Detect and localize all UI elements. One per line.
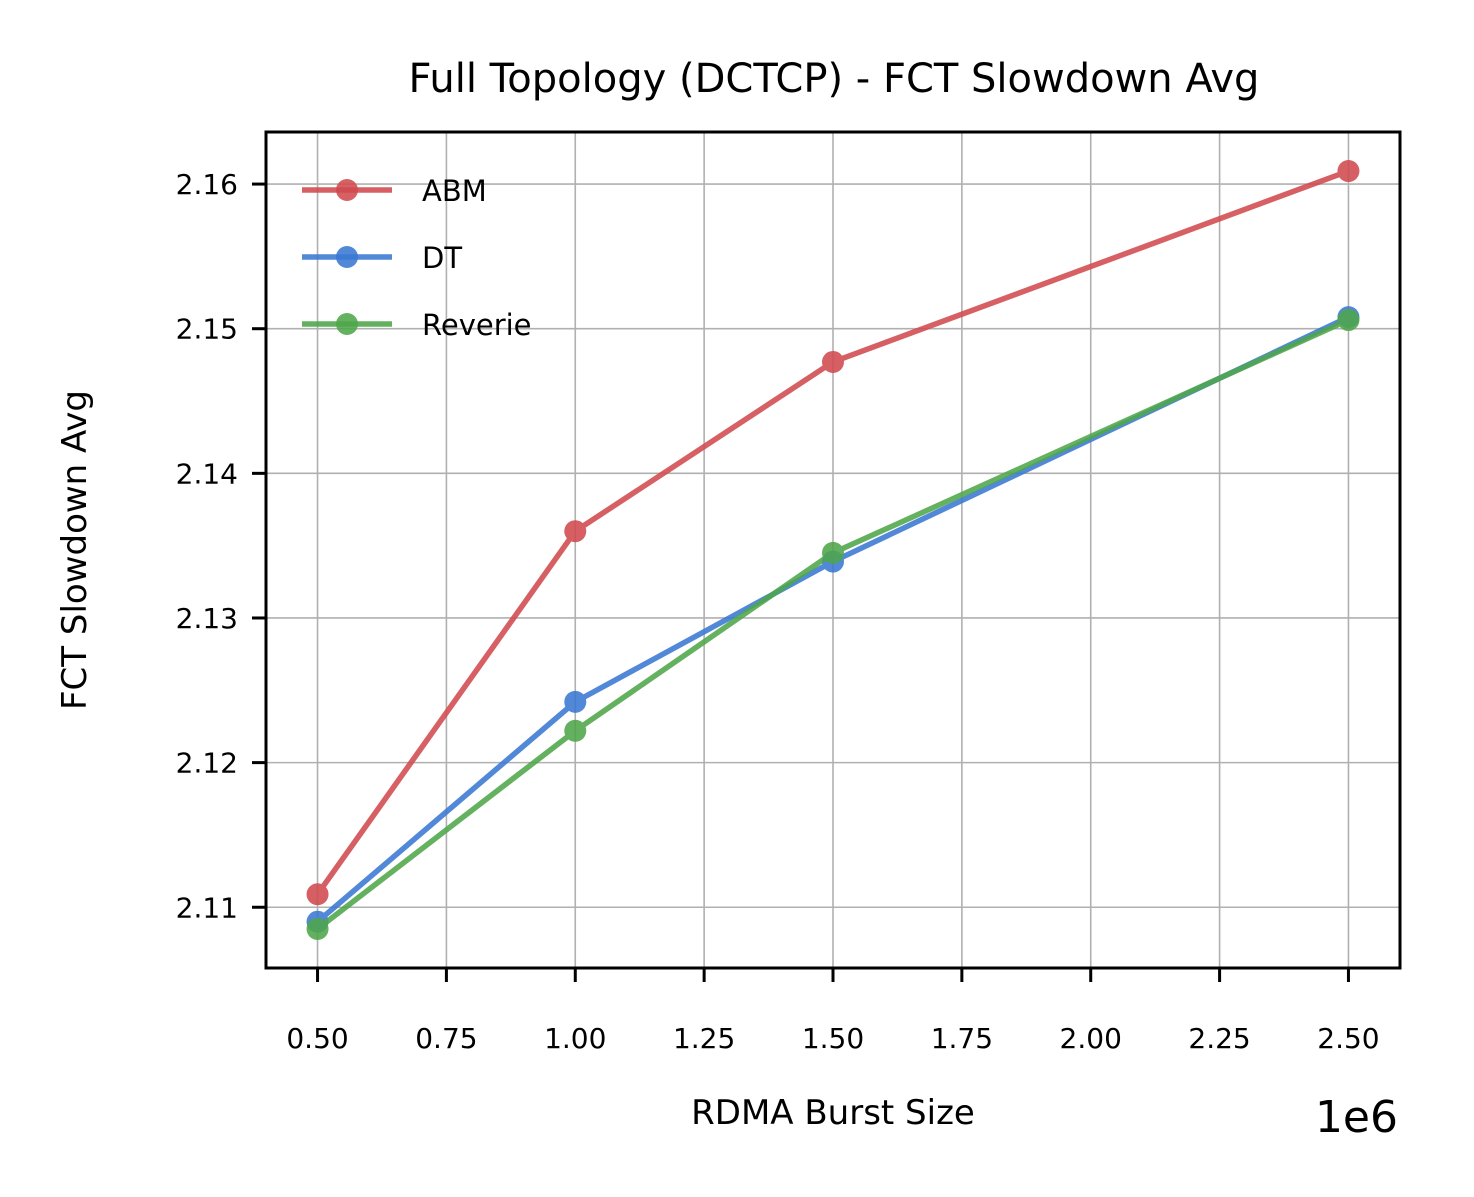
- data-point-reverie: [822, 541, 844, 564]
- x-axis-offset-label: 1e6: [1315, 1092, 1398, 1143]
- data-point-reverie: [564, 719, 587, 742]
- legend-label-reverie: Reverie: [422, 308, 532, 342]
- legend-label-abm: ABM: [422, 174, 487, 208]
- data-point-abm: [306, 883, 329, 906]
- y-axis: 2.11 2.12 2.13 2.14 2.15 2.16: [176, 168, 266, 924]
- data-point-dt: [564, 690, 587, 713]
- legend-label-dt: DT: [422, 241, 462, 275]
- data-point-reverie: [1337, 309, 1360, 332]
- y-tick-label: 2.14: [176, 457, 238, 490]
- series-line-reverie: [315, 317, 1350, 932]
- x-tick-label: 2.25: [1188, 1022, 1250, 1055]
- legend-entry-dt: DT: [302, 241, 462, 275]
- x-axis-label: RDMA Burst Size: [691, 1093, 975, 1133]
- y-tick-label: 2.15: [176, 313, 238, 346]
- data-point-abm: [1337, 160, 1360, 183]
- x-axis: 0.50 0.75 1.00 1.25 1.50 1.75 2.00 2.25 2.50: [286, 968, 1380, 1055]
- legend-entry-reverie: Reverie: [302, 308, 532, 342]
- series-group: [306, 160, 1360, 940]
- x-tick-label: 1.50: [802, 1022, 864, 1055]
- chart-title: Full Topology (DCTCP) - FCT Slowdown Avg: [409, 56, 1260, 102]
- x-tick-label: 1.75: [931, 1022, 993, 1055]
- y-tick-label: 2.13: [176, 602, 238, 635]
- x-tick-label: 0.75: [415, 1022, 477, 1055]
- legend-marker-dt: [336, 246, 358, 268]
- data-point-abm: [564, 520, 587, 543]
- series-reverie: [306, 309, 1360, 940]
- legend: ABM DT Reverie: [302, 174, 532, 342]
- data-point-reverie: [306, 917, 329, 940]
- legend-marker-reverie: [336, 313, 358, 335]
- legend-marker-abm: [336, 179, 358, 201]
- series-line-abm: [315, 168, 1350, 896]
- x-tick-label: 1.00: [544, 1022, 606, 1055]
- y-axis-label: FCT Slowdown Avg: [55, 390, 95, 710]
- x-tick-label: 2.50: [1317, 1022, 1379, 1055]
- x-tick-label: 1.25: [673, 1022, 735, 1055]
- data-point-abm: [822, 350, 844, 373]
- series-abm: [306, 160, 1360, 906]
- x-tick-label: 0.50: [286, 1022, 348, 1055]
- legend-entry-abm: ABM: [302, 174, 487, 208]
- x-tick-label: 2.00: [1060, 1022, 1122, 1055]
- y-tick-label: 2.11: [176, 891, 238, 924]
- y-tick-label: 2.16: [176, 168, 238, 201]
- y-tick-label: 2.12: [176, 747, 238, 780]
